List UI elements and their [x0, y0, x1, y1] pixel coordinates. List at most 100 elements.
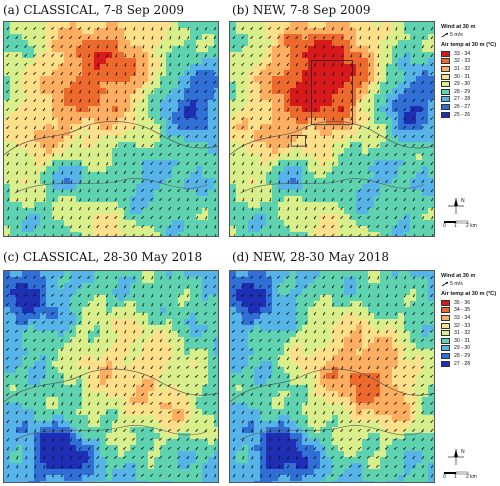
legend-bottom-swatch: [441, 330, 450, 337]
legend-top-class-4: 29 - 30: [441, 80, 499, 88]
panel-c-title: (c) CLASSICAL, 28-30 May 2018: [3, 250, 203, 264]
legend-bottom-class-label: 31 - 32: [454, 330, 471, 337]
legend-top-class-7: 26 - 27: [441, 103, 499, 111]
wind-arrow-icon: [441, 32, 449, 38]
temperature-cells: [230, 22, 434, 236]
legend-top-swatch: [441, 111, 450, 118]
north-arrow-icon: [444, 198, 469, 224]
north-scale-top: N 0 1 2 km: [442, 196, 498, 230]
legend-bottom-class-label: 34 - 35: [454, 307, 471, 314]
legend-bottom-swatch: [441, 337, 450, 344]
legend-top-class-label: 26 - 27: [454, 103, 471, 110]
map-panel-c: [3, 270, 219, 483]
north-label-bottom: N: [461, 449, 465, 455]
legend-bottom-class-label: 28 - 29: [454, 352, 471, 359]
legend-bottom-arrow: 5 m/s: [441, 281, 499, 287]
wind-arrows: [232, 26, 434, 236]
temperature-wind-map-a: [4, 22, 218, 236]
legend-top-class-0: 33 - 34: [441, 50, 499, 58]
legend-top-class-label: 25 - 26: [454, 111, 471, 118]
legend-top-swatch: [441, 50, 450, 57]
legend-top-arrow-label: 5 m/s: [450, 32, 463, 38]
legend-bottom-swatch: [441, 322, 450, 329]
north-label-top: N: [461, 198, 465, 204]
panel-d-title: (d) NEW, 28-30 May 2018: [232, 250, 389, 264]
legend-bottom-class-label: 35 - 36: [454, 299, 471, 306]
legend-top-temp-title: Air temp at 30 m (°C): [441, 42, 497, 48]
coastline-south: [240, 425, 424, 441]
map-panel-a: [3, 21, 219, 237]
legend-bottom-class-6: 29 - 30: [441, 345, 499, 353]
legend-top-class-3: 30 - 31: [441, 73, 499, 81]
wind-arrows: [232, 275, 434, 478]
legend-bottom-arrow-label: 5 m/s: [450, 281, 463, 287]
map-panel-d: [229, 270, 435, 483]
legend-bottom-swatch: [441, 352, 450, 359]
legend-top-class-5: 28 - 29: [441, 88, 499, 96]
coastline: [230, 121, 434, 155]
legend-bottom: Wind at 30 m 5 m/s Air temp at 30 m (°C)…: [441, 273, 499, 367]
legend-top-class-label: 30 - 31: [454, 73, 471, 80]
legend-top-swatch: [441, 88, 450, 95]
temperature-cells: [4, 271, 218, 482]
coastline-south: [14, 425, 208, 441]
legend-top-swatch: [441, 81, 450, 88]
temperature-wind-map-d: [230, 271, 434, 482]
study-area-box-small: [290, 135, 306, 147]
legend-top-class-label: 27 - 28: [454, 96, 471, 103]
scale-end-bottom: 2 km: [466, 474, 477, 480]
scale-mid-bottom: 1: [454, 474, 457, 480]
legend-bottom-class-3: 32 - 33: [441, 322, 499, 330]
legend-top-swatch: [441, 65, 450, 72]
legend-top-class-label: 32 - 33: [454, 58, 471, 65]
north-scale-bottom: N 0 1 2 km: [442, 447, 498, 481]
scale-end-top: 2 km: [466, 223, 477, 229]
legend-bottom-swatch: [441, 314, 450, 321]
legend-bottom-class-1: 34 - 35: [441, 307, 499, 315]
scale-start-top: 0: [443, 223, 446, 229]
legend-top-swatch: [441, 73, 450, 80]
legend-bottom-class-4: 31 - 32: [441, 329, 499, 337]
legend-bottom-class-8: 27 - 28: [441, 360, 499, 368]
scale-start-bottom: 0: [443, 474, 446, 480]
study-area-box: [311, 60, 353, 126]
coastline-south: [14, 178, 208, 194]
panel-b-title: (b) NEW, 7-8 Sep 2009: [232, 3, 371, 17]
wind-arrow-icon: [441, 281, 449, 287]
legend-top-class-1: 32 - 33: [441, 58, 499, 66]
coastline: [4, 368, 218, 403]
panel-a-title: (a) CLASSICAL, 7-8 Sep 2009: [3, 3, 185, 17]
legend-bottom-temp-title: Air temp at 30 m (°C): [441, 291, 497, 297]
legend-bottom-swatch: [441, 360, 450, 367]
legend-top-wind-title: Wind at 30 m: [441, 24, 476, 30]
temperature-wind-map-b: [230, 22, 434, 236]
map-panel-b: [229, 21, 435, 237]
wind-arrows: [6, 26, 217, 236]
legend-top: Wind at 30 m 5 m/s Air temp at 30 m (°C)…: [441, 24, 499, 118]
legend-top-class-label: 28 - 29: [454, 88, 471, 95]
legend-bottom-class-label: 32 - 33: [454, 322, 471, 329]
scale-mid-top: 1: [454, 223, 457, 229]
legend-top-class-label: 29 - 30: [454, 81, 471, 88]
legend-bottom-class-label: 30 - 31: [454, 337, 471, 344]
legend-bottom-class-5: 30 - 31: [441, 337, 499, 345]
coastline: [230, 368, 434, 403]
wind-arrows: [6, 275, 217, 478]
legend-top-class-label: 33 - 34: [454, 50, 471, 57]
legend-bottom-swatch: [441, 345, 450, 352]
coastline-south: [240, 178, 424, 194]
legend-top-arrow: 5 m/s: [441, 32, 499, 38]
legend-top-class-8: 25 - 26: [441, 111, 499, 119]
legend-top-swatch: [441, 96, 450, 103]
legend-bottom-swatch: [441, 299, 450, 306]
legend-top-swatch: [441, 103, 450, 110]
legend-bottom-class-label: 27 - 28: [454, 360, 471, 367]
legend-bottom-class-7: 28 - 29: [441, 352, 499, 360]
temperature-wind-map-c: [4, 271, 218, 482]
legend-bottom-class-2: 33 - 34: [441, 314, 499, 322]
legend-bottom-class-label: 33 - 34: [454, 314, 471, 321]
legend-bottom-class-0: 35 - 36: [441, 299, 499, 307]
legend-top-class-6: 27 - 28: [441, 96, 499, 104]
legend-top-class-label: 31 - 32: [454, 65, 471, 72]
temperature-cells: [4, 22, 218, 236]
